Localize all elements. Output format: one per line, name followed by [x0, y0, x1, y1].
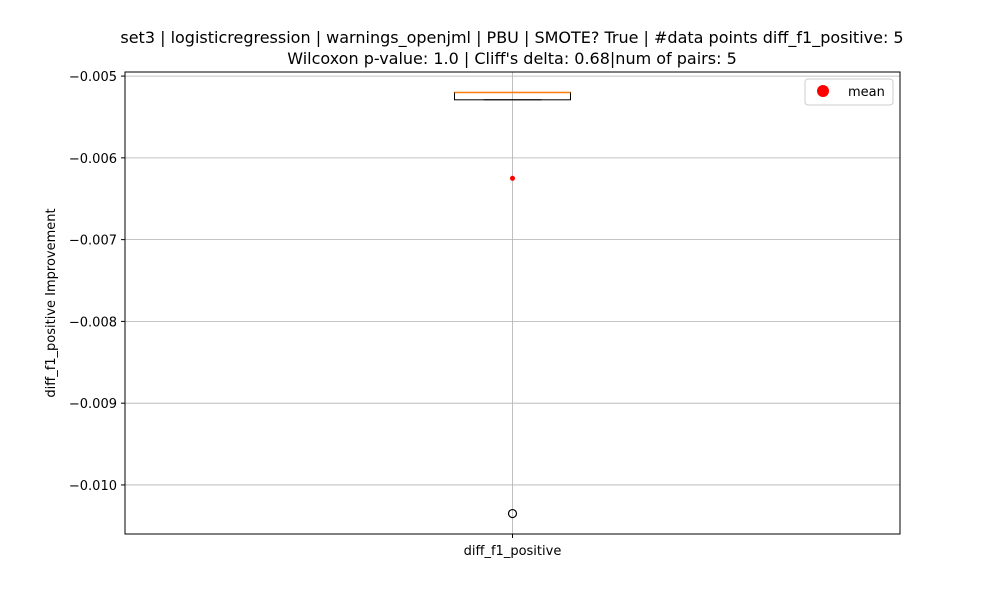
y-tick-label: −0.008 [69, 315, 117, 330]
y-tick-label: −0.009 [69, 397, 117, 412]
legend-mean-label: mean [848, 85, 885, 100]
x-tick-label: diff_f1_positive [464, 544, 562, 559]
legend: mean [804, 78, 894, 106]
outlier-point [507, 508, 518, 519]
y-axis: −0.005 −0.006 −0.007 −0.008 −0.009 −0.010 [69, 70, 125, 494]
x-axis: diff_f1_positive [464, 534, 562, 559]
box-plot [454, 91, 571, 519]
y-axis-label: diff_f1_positive Improvement [44, 208, 59, 397]
y-tick-label: −0.005 [69, 70, 117, 85]
legend-mean-marker [817, 85, 829, 97]
y-tick-label: −0.007 [69, 234, 117, 249]
legend-frame [804, 78, 894, 106]
mean-marker [510, 175, 515, 181]
grid-layer [125, 72, 900, 534]
y-tick-label: −0.010 [69, 479, 117, 494]
y-tick-label: −0.006 [69, 152, 117, 167]
chart-title-line1: set3 | logisticregression | warnings_ope… [120, 28, 903, 48]
chart-title-line2: Wilcoxon p-value: 1.0 | Cliff's delta: 0… [287, 49, 737, 68]
